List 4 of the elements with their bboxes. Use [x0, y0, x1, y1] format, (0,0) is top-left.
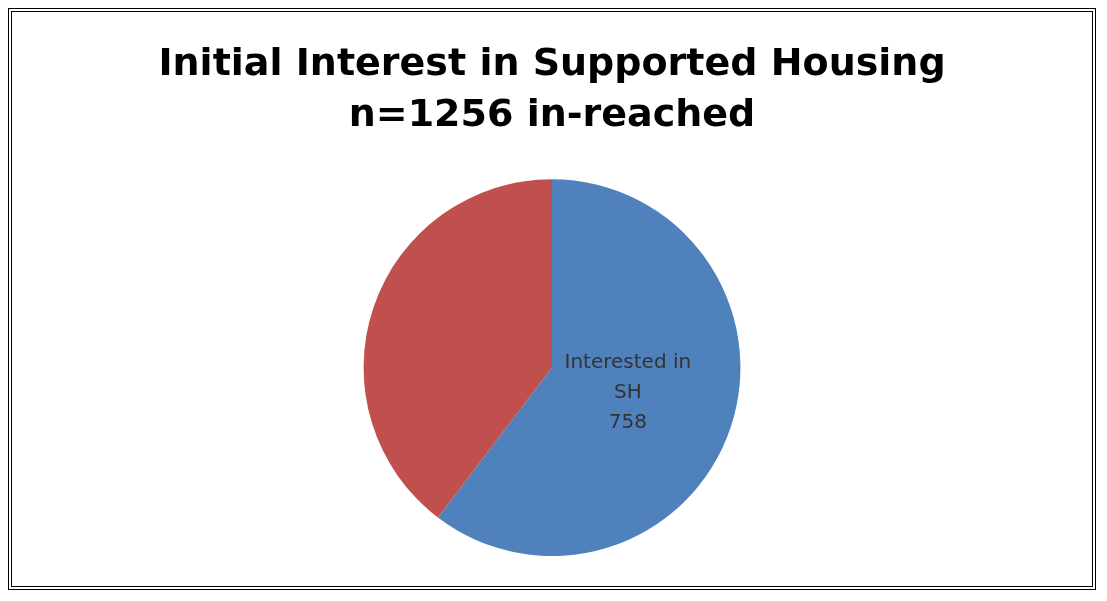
data-label: 758: [608, 409, 647, 434]
slice-label: Interested in SH: [564, 349, 692, 404]
chart-title: Initial Interest in Supported Housing: [158, 39, 946, 84]
chart-subtitle: n=1256 in-reached: [348, 91, 756, 136]
